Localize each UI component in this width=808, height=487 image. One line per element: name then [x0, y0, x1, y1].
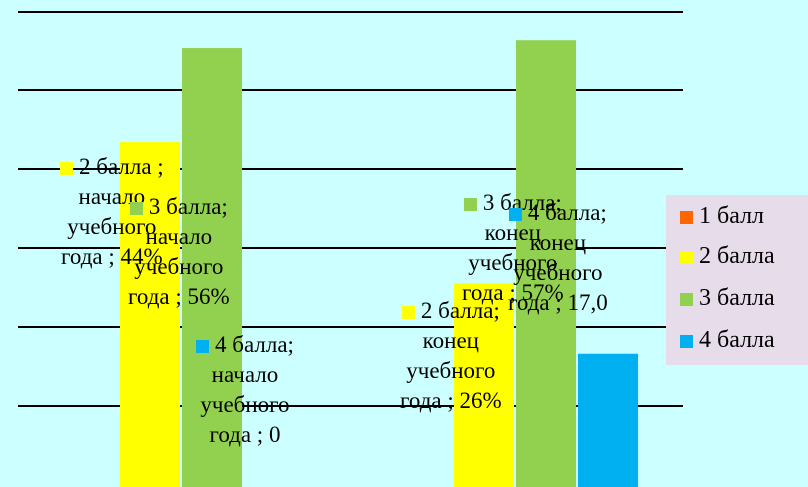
data-label-text: 3 балла;	[148, 194, 228, 219]
legend-key-swatch	[129, 202, 143, 216]
data-label-line: 4 балла;	[508, 198, 608, 228]
data-label-line: начало	[196, 360, 294, 390]
data-label-line: учебного	[196, 390, 294, 420]
data-label-text: 4 балла;	[527, 200, 607, 225]
data-label-text: учебного	[67, 214, 157, 239]
data-label-line: 2 балла;	[400, 296, 502, 326]
legend-key-swatch	[196, 340, 209, 354]
legend-key-swatch	[60, 162, 73, 176]
data-label-text: учебного	[200, 392, 290, 417]
bar-3-2	[516, 40, 576, 487]
legend-swatch	[680, 334, 693, 348]
data-label-line: учебного	[60, 212, 164, 242]
data-label-text: начало	[145, 224, 213, 249]
data-label-4: 3 балла; конец учебного года ; 57%	[462, 188, 564, 308]
legend-item-1: 1 балл	[680, 203, 764, 230]
data-label-line: 3 балла;	[128, 192, 230, 222]
bar-2-1	[120, 142, 180, 487]
legend-label: 2 балла	[699, 243, 775, 269]
data-label-text: года ; 57%	[462, 280, 564, 305]
legend-swatch	[680, 250, 693, 264]
data-label-1: 2 балла ; начало учебного года ; 44%	[60, 152, 164, 272]
legend-key-swatch	[401, 306, 415, 320]
data-label-text: учебного	[406, 358, 496, 383]
data-label-line: года ; 26%	[400, 386, 502, 416]
data-label-line: конец	[400, 326, 502, 356]
bar-3-1	[182, 48, 242, 487]
chart-legend: 1 балл 2 балла 3 балла 4 балла	[666, 195, 808, 365]
data-label-line: начало	[128, 222, 230, 252]
bar-4-2	[578, 353, 638, 487]
data-label-line: года ; 0	[196, 420, 294, 450]
data-label-text: учебного	[513, 260, 603, 285]
data-label-line: года ; 57%	[462, 278, 564, 308]
data-label-text: 2 балла;	[420, 298, 500, 323]
legend-key-swatch	[463, 198, 477, 212]
bar-2-2	[454, 283, 514, 487]
data-label-text: учебного	[134, 254, 224, 279]
data-label-text: года ; 56%	[128, 284, 230, 309]
data-label-line: 3 балла;	[462, 188, 564, 218]
data-label-line: года ; 56%	[128, 282, 230, 312]
data-label-text: года ; 44%	[61, 244, 163, 269]
legend-label: 4 балла	[699, 327, 775, 353]
data-label-text: конец	[484, 220, 541, 245]
data-label-5: 4 балла; конец учебного года ; 17,0	[508, 198, 608, 318]
legend-label: 1 балл	[699, 203, 765, 229]
legend-key-swatch	[508, 208, 522, 222]
legend-item-4: 4 балла	[680, 327, 775, 354]
data-label-2: 3 балла; начало учебного года ; 56%	[128, 192, 230, 312]
data-label-text: года ; 17,0	[508, 290, 608, 315]
data-label-line: учебного	[462, 248, 564, 278]
data-label-text: конец	[529, 230, 587, 255]
data-label-line: 4 балла;	[196, 330, 294, 360]
legend-swatch	[680, 292, 693, 306]
data-label-line: года ; 17,0	[508, 288, 608, 318]
data-label-text: 2 балла ;	[79, 154, 164, 179]
data-label-text: 4 балла;	[215, 332, 294, 357]
legend-item-2: 2 балла	[680, 243, 775, 270]
data-label-text: учебного	[468, 250, 558, 275]
data-label-line: учебного	[400, 356, 502, 386]
data-label-text: конец	[422, 328, 479, 353]
data-label-text: 3 балла;	[482, 190, 562, 215]
data-label-3: 4 балла; начало учебного года ; 0	[196, 330, 294, 450]
data-label-line: конец	[508, 228, 608, 258]
data-label-line: учебного	[508, 258, 608, 288]
legend-item-3: 3 балла	[680, 285, 775, 312]
data-label-line: 2 балла ;	[60, 152, 164, 182]
data-label-text: начало	[211, 362, 279, 387]
data-label-line: конец	[462, 218, 564, 248]
data-label-line: года ; 44%	[60, 242, 164, 272]
data-label-line: учебного	[128, 252, 230, 282]
data-label-text: года ; 0	[209, 422, 281, 447]
data-label-text: года ; 26%	[400, 388, 502, 413]
legend-label: 3 балла	[699, 285, 775, 311]
legend-swatch	[680, 210, 693, 224]
data-label-6: 2 балла; конец учебного года ; 26%	[400, 296, 502, 416]
